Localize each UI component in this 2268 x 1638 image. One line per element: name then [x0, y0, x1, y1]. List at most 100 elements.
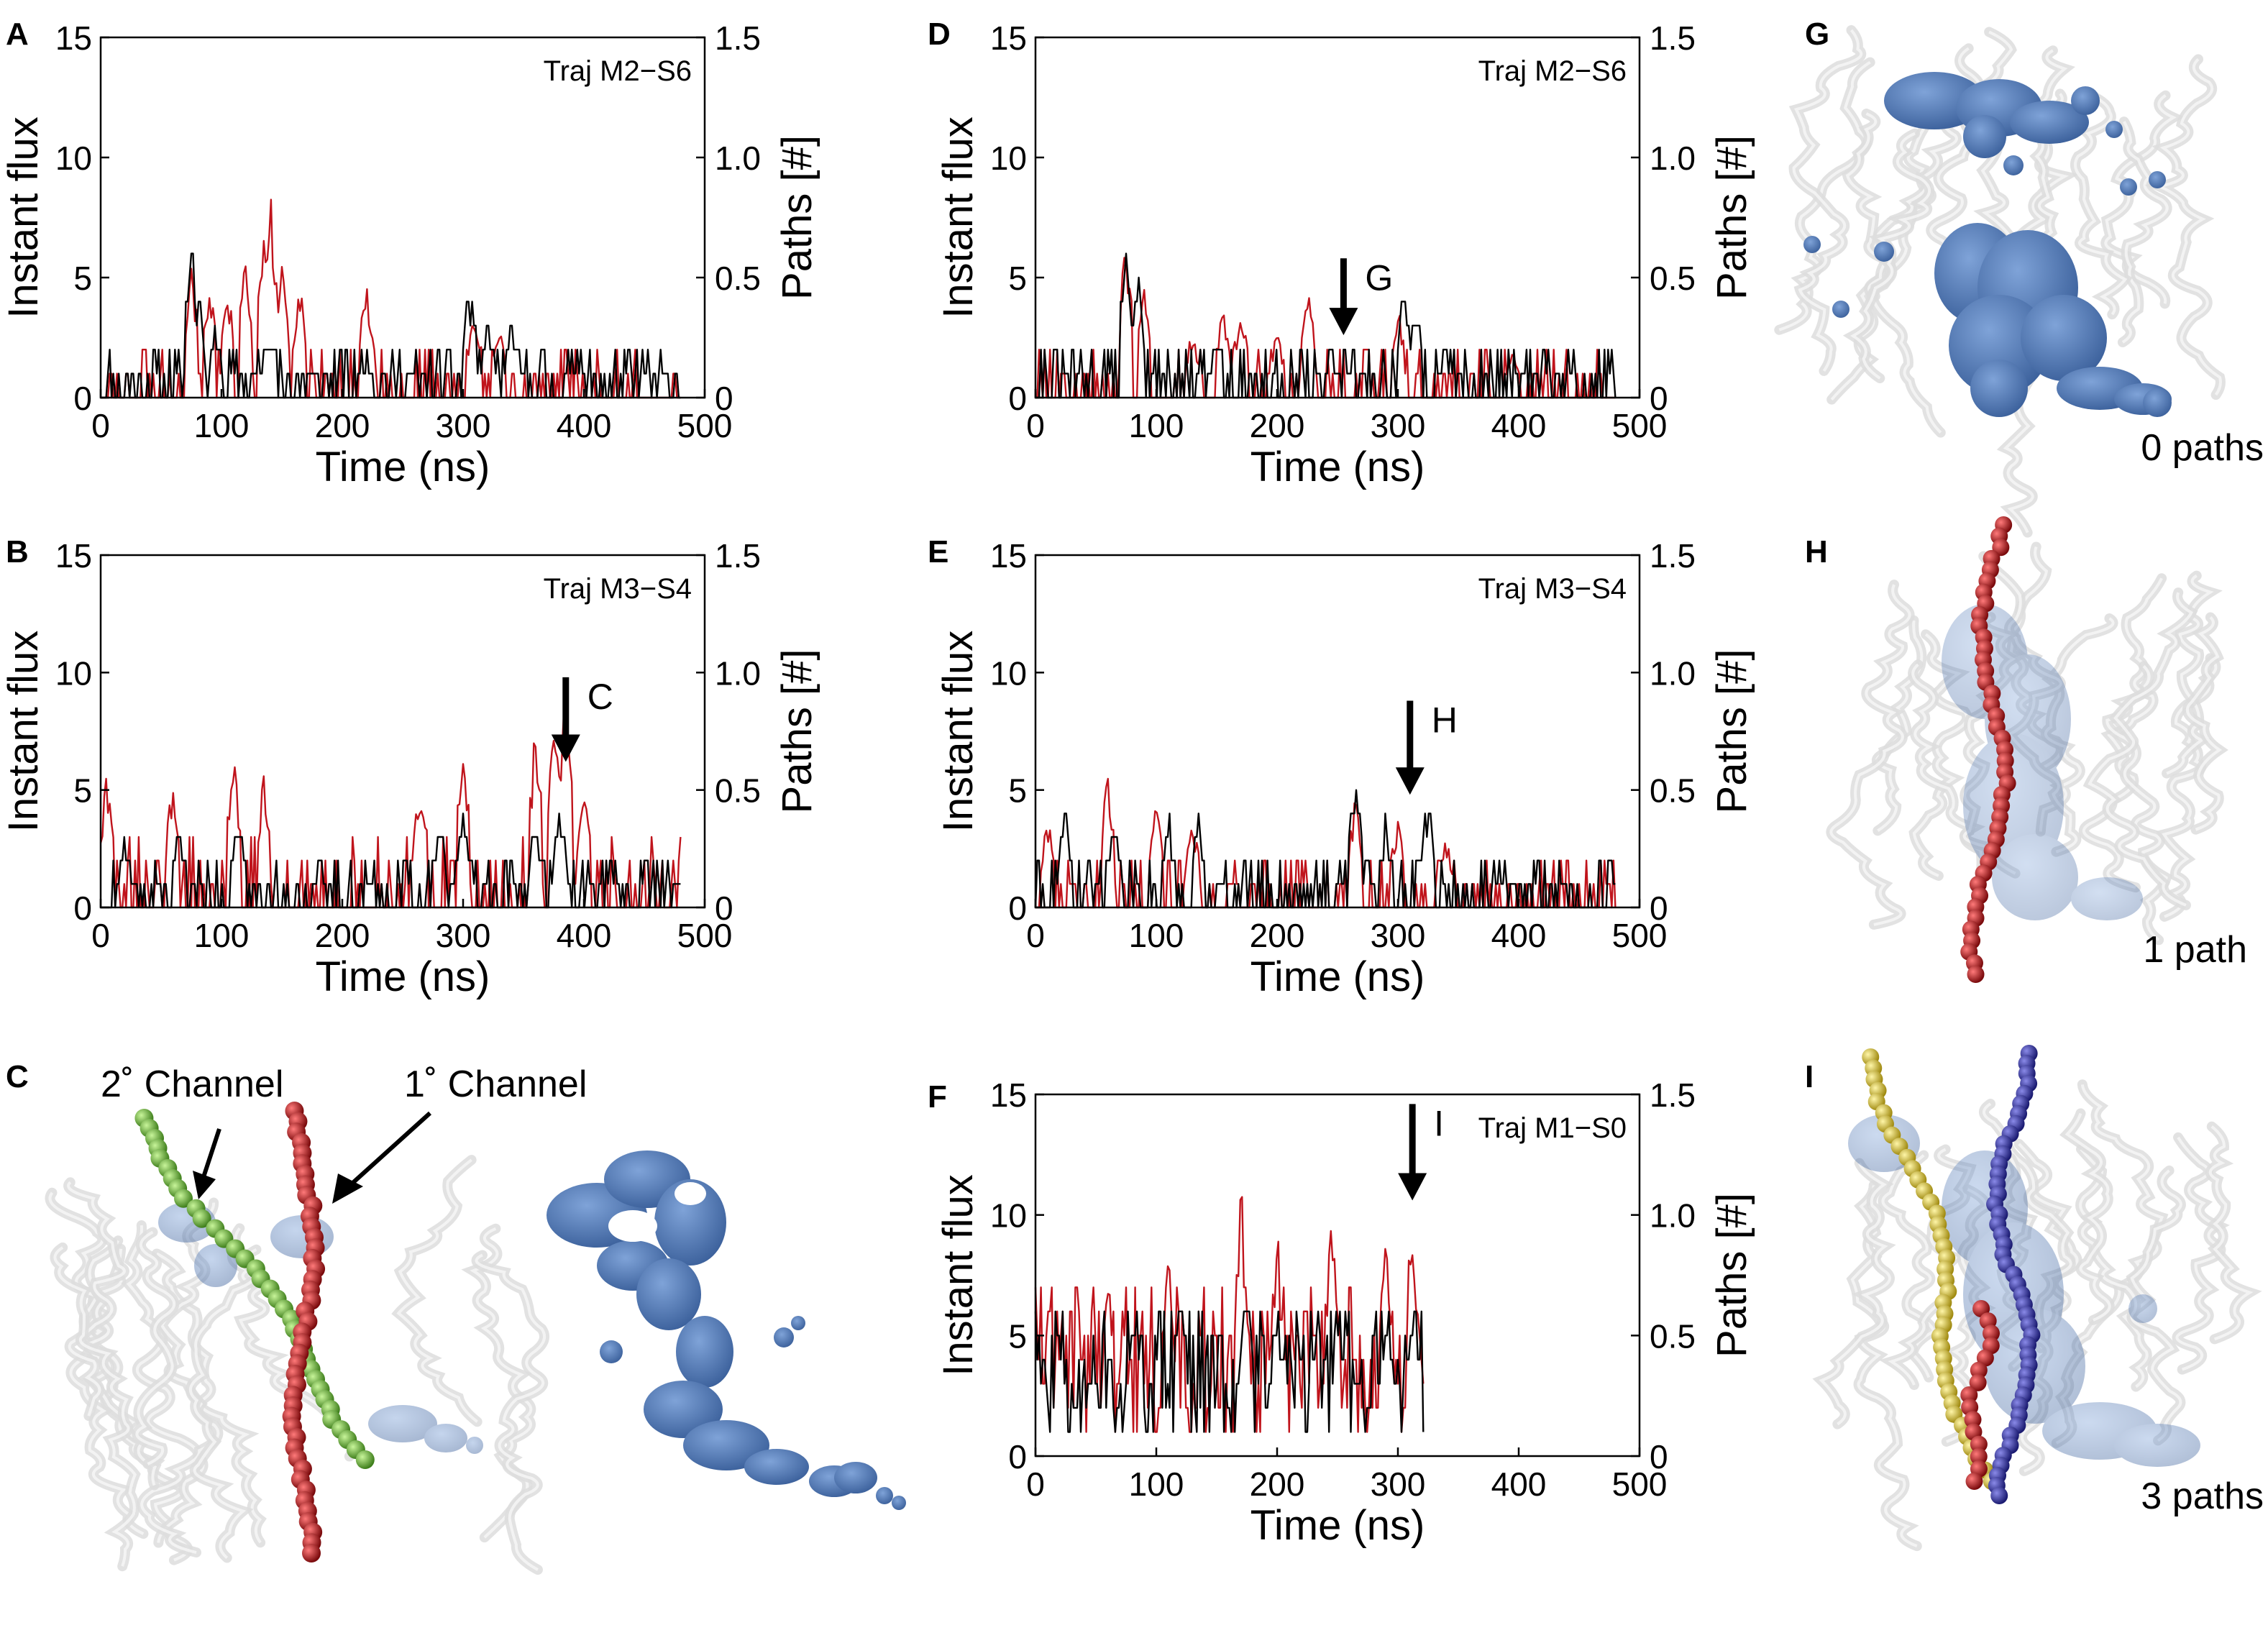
panel-label-G: G — [1805, 17, 1829, 52]
y-tick-label: 5 — [1008, 1317, 1027, 1355]
channel-sphere — [1969, 1373, 1987, 1391]
panel-label-I: I — [1805, 1059, 1814, 1094]
x-tick-label: 300 — [436, 407, 491, 444]
water-density-blob — [466, 1437, 483, 1454]
water-density-blob — [683, 1420, 769, 1470]
caption-0-paths: 0 paths — [2141, 427, 2264, 469]
helix-highlight — [1778, 60, 1871, 331]
y-tick-label: 0 — [1008, 380, 1027, 417]
x-tick-label: 100 — [194, 917, 250, 954]
chart-panel-E: 0 5 10 15 0 0.5 1.0 1.5 0 100 200 300 400 500 Time (ns… — [935, 537, 1755, 1000]
y2-tick-label: 1.5 — [715, 537, 761, 575]
y-tick-label: 15 — [55, 19, 92, 57]
water-density-blob — [2120, 178, 2137, 196]
y-tick-label: 5 — [73, 772, 92, 810]
y2-axis-label: Paths [#] — [774, 649, 820, 814]
y-tick-label: 0 — [1008, 1438, 1027, 1475]
helix-highlight — [2088, 592, 2193, 907]
x-tick-label: 0 — [91, 917, 110, 954]
event-arrow-head — [1329, 308, 1358, 336]
event-arrow-label: C — [587, 677, 613, 717]
y-tick-label: 10 — [55, 654, 92, 692]
water-density-blob — [1949, 295, 2049, 395]
channel-path-1 — [1960, 516, 2016, 983]
y2-tick-label: 0.5 — [715, 772, 761, 810]
y2-tick-label: 1.5 — [1650, 1076, 1696, 1114]
plot-frame — [99, 36, 706, 399]
structure-panels — [45, 24, 2262, 1575]
event-arrow-label: G — [1365, 257, 1393, 298]
water-density-blob — [834, 1462, 877, 1493]
helix-highlight — [2064, 1112, 2111, 1322]
water-density-blob — [270, 1215, 334, 1258]
x-tick-label: 200 — [315, 407, 370, 444]
chart-panel-B: 0 5 10 15 0 0.5 1.0 1.5 0 100 200 300 400 500 Time (ns… — [0, 537, 820, 1000]
helix-highlight — [475, 1253, 547, 1571]
y2-tick-label: 0 — [715, 380, 733, 417]
y-axis-label: Instant flux — [935, 631, 982, 832]
y2-tick-label: 1.5 — [1650, 537, 1696, 575]
x-axis-label: Time (ns) — [316, 444, 490, 490]
water-density-blob — [2149, 171, 2166, 188]
helix-highlight — [1875, 620, 1924, 832]
water-density-blob — [644, 1381, 723, 1438]
panel-label-F: F — [928, 1079, 947, 1115]
helix-highlight — [2121, 121, 2169, 344]
channel-sphere — [1965, 1473, 1983, 1490]
structure-panel-G — [1774, 24, 2226, 538]
water-density-blob — [2128, 1294, 2157, 1323]
primary-channel-arrow — [347, 1111, 432, 1189]
helix-ribbon — [1826, 580, 1915, 930]
y2-axis-label: Paths [#] — [1709, 135, 1755, 300]
water-density-blob — [424, 1424, 467, 1452]
y-tick-label: 10 — [990, 139, 1027, 177]
water-density-C — [158, 1202, 483, 1454]
water-density-blob — [2010, 101, 2089, 144]
event-arrow-head — [1395, 767, 1425, 795]
helix-highlight — [67, 1181, 126, 1417]
water-density-blob — [2021, 295, 2107, 381]
water-density-C-right — [547, 1150, 906, 1510]
helix-ribbon — [2059, 1108, 2115, 1325]
water-density-blob — [2003, 155, 2024, 175]
x-tick-label: 0 — [1026, 407, 1045, 444]
y2-tick-label: 1.0 — [715, 654, 761, 692]
trajectory-label: Traj M2−S6 — [1478, 55, 1627, 87]
x-tick-label: 300 — [1371, 1465, 1426, 1503]
water-density-blob — [1874, 242, 1894, 262]
x-tick-label: 100 — [1129, 1465, 1184, 1503]
y2-tick-label: 0 — [1650, 1438, 1668, 1475]
channel-sphere — [192, 1209, 211, 1228]
x-tick-label: 400 — [557, 917, 612, 954]
x-axis-label: Time (ns) — [316, 953, 490, 1000]
water-density-blob — [2071, 86, 2100, 115]
x-tick-label: 0 — [1026, 917, 1045, 954]
water-density-blob — [636, 1258, 701, 1330]
helix-highlight — [2208, 1125, 2254, 1341]
channel-path-blue — [1986, 1045, 2041, 1504]
helix-highlight — [1792, 29, 1863, 372]
y2-axis-label: Paths [#] — [1709, 649, 1755, 814]
x-tick-label: 100 — [1129, 407, 1184, 444]
x-tick-label: 200 — [1250, 1465, 1305, 1503]
plot-frame — [1034, 554, 1641, 909]
water-density-blob — [1963, 115, 2006, 158]
water-density-blob — [774, 1327, 794, 1348]
y-axis-label: Instant flux — [0, 116, 47, 318]
y2-tick-label: 1.0 — [715, 139, 761, 177]
helix-highlight — [2185, 616, 2222, 831]
y-tick-label: 0 — [1008, 889, 1027, 927]
caption-3-paths: 3 paths — [2141, 1475, 2264, 1517]
panel-label-E: E — [928, 534, 948, 569]
y-tick-label: 10 — [990, 654, 1027, 692]
y2-tick-label: 0.5 — [1650, 260, 1696, 297]
x-tick-label: 400 — [1491, 917, 1547, 954]
y-tick-label: 5 — [73, 260, 92, 297]
panel-label-A: A — [6, 17, 29, 52]
plot-frame — [99, 554, 706, 909]
helix-highlight — [2121, 1169, 2182, 1388]
secondary-channel-arrowhead — [193, 1171, 216, 1199]
y2-tick-label: 1.5 — [1650, 19, 1696, 57]
